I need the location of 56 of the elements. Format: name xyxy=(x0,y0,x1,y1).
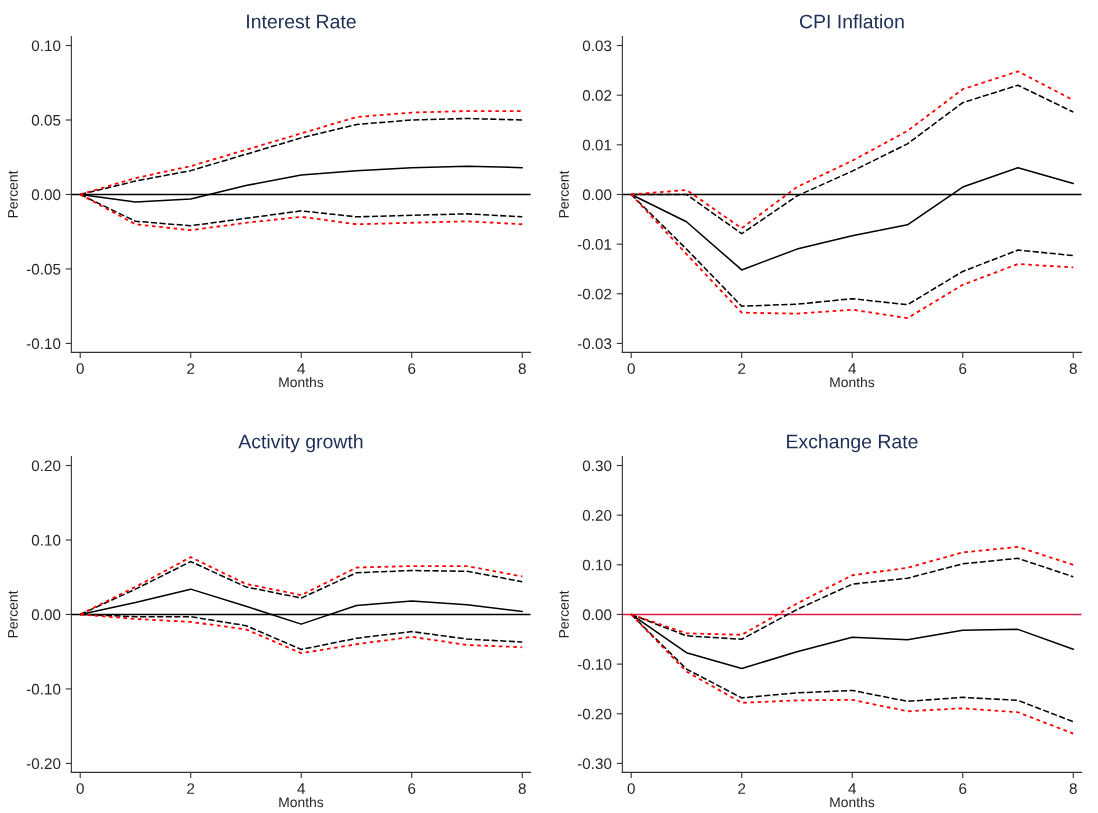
y-tick-label: -0.20 xyxy=(26,758,61,770)
y-tick-label: 0.10 xyxy=(582,559,612,571)
y-tick-label: -0.10 xyxy=(26,683,61,695)
y-tick-label: 0.03 xyxy=(582,40,612,52)
x-tick-label: 8 xyxy=(518,783,526,794)
x-axis-title: Months xyxy=(830,377,875,388)
x-tick-label: 6 xyxy=(959,783,967,794)
chart-title: Interest Rate xyxy=(247,14,356,29)
x-axis-title: Months xyxy=(279,797,324,808)
x-tick-label: 2 xyxy=(738,783,746,794)
y-tick-label: 0.01 xyxy=(582,139,612,151)
x-tick-label: 2 xyxy=(187,783,195,794)
y-tick-label: -0.05 xyxy=(26,263,61,275)
y-tick-label: -0.03 xyxy=(577,338,612,350)
x-tick-label: 4 xyxy=(297,363,306,374)
y-tick-label: 0.20 xyxy=(582,510,612,521)
x-tick-label: 6 xyxy=(959,363,967,374)
x-axis-title: Months xyxy=(279,377,324,388)
x-tick-label: 2 xyxy=(187,363,195,374)
y-tick-label: -0.01 xyxy=(577,238,612,250)
y-tick-label: 0.00 xyxy=(31,189,61,201)
y-axis-title: Percent xyxy=(8,170,18,218)
y-tick-label: 0.20 xyxy=(31,460,61,472)
chart-title: Exchange Rate xyxy=(787,434,918,453)
y-tick-label: -0.20 xyxy=(577,708,612,720)
y-axis-title: Percent xyxy=(559,590,569,638)
x-tick-label: 6 xyxy=(408,363,416,374)
y-tick-label: -0.30 xyxy=(577,758,612,770)
y-tick-label: 0.10 xyxy=(31,534,61,546)
y-axis-title: Percent xyxy=(8,590,18,638)
x-tick-label: 0 xyxy=(76,363,84,374)
x-tick-label: 4 xyxy=(848,363,857,374)
chart-title: Activity growth xyxy=(238,434,363,453)
y-tick-label: 0.30 xyxy=(582,460,612,472)
y-tick-label: 0.00 xyxy=(582,609,612,621)
x-tick-label: 0 xyxy=(76,783,84,794)
x-tick-label: 4 xyxy=(848,783,857,794)
x-tick-label: 6 xyxy=(408,783,416,794)
x-tick-label: 8 xyxy=(1069,363,1077,374)
y-tick-label: 0.00 xyxy=(31,609,61,621)
y-tick-label: 0.05 xyxy=(31,114,61,126)
chart-title: CPI Inflation xyxy=(799,14,904,29)
y-axis-title: Percent xyxy=(559,170,569,218)
y-tick-label: -0.10 xyxy=(26,338,61,350)
x-tick-label: 8 xyxy=(518,363,526,374)
x-tick-label: 8 xyxy=(1069,783,1077,794)
y-tick-label: 0.10 xyxy=(31,40,61,52)
y-tick-label: 0.02 xyxy=(582,90,612,101)
x-tick-label: 2 xyxy=(738,363,746,374)
x-axis-title: Months xyxy=(830,797,875,808)
x-tick-label: 4 xyxy=(297,783,306,794)
x-tick-label: 0 xyxy=(627,363,635,374)
y-tick-label: -0.10 xyxy=(577,658,612,670)
y-tick-label: 0.00 xyxy=(582,189,612,201)
x-tick-label: 0 xyxy=(627,783,635,794)
y-tick-label: -0.02 xyxy=(577,288,612,300)
